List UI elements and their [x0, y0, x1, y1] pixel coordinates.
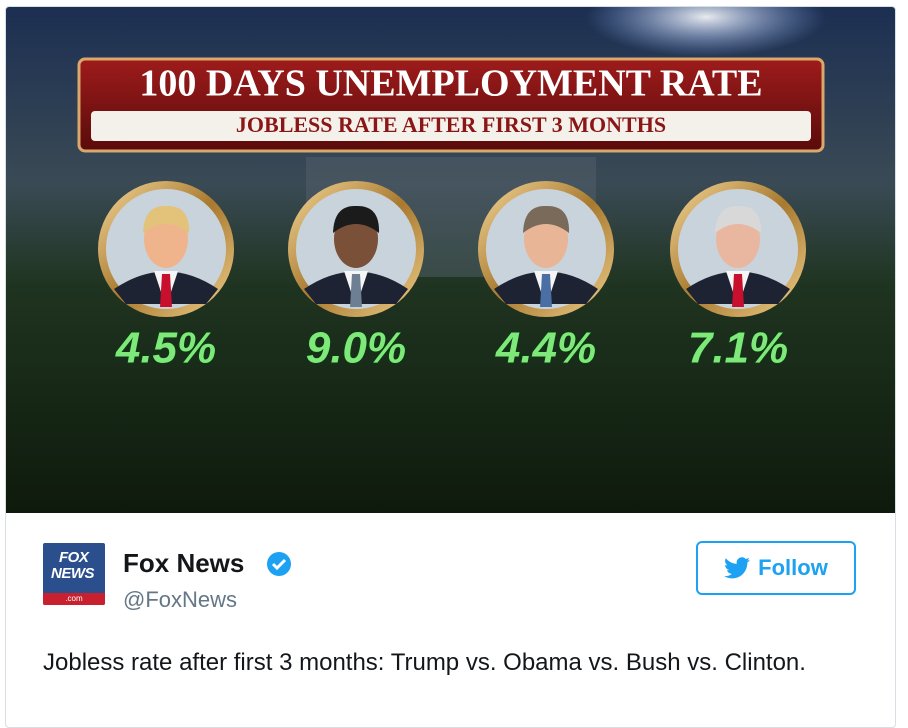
rate-value: 7.1%	[688, 324, 788, 373]
fox-news-logo[interactable]: FOX NEWS .com	[43, 543, 105, 605]
graphic-subtitle: JOBLESS RATE AFTER FIRST 3 MONTHS	[236, 112, 666, 137]
news-graphic: 100 DAYS UNEMPLOYMENT RATE JOBLESS RATE …	[6, 7, 895, 513]
portrait-tie	[732, 274, 744, 307]
portrait-tie	[160, 274, 172, 307]
portrait	[288, 181, 424, 317]
portrait-hair	[143, 205, 190, 233]
subtitle-strip	[91, 111, 811, 141]
logo-text: NEWS	[51, 565, 95, 582]
portrait-tie	[540, 274, 552, 307]
portrait	[478, 181, 614, 317]
follow-label: Follow	[758, 555, 828, 580]
account-name[interactable]: Fox News	[123, 548, 245, 578]
tweet-card: 100 DAYS UNEMPLOYMENT RATE JOBLESS RATE …	[5, 6, 896, 728]
rate-value: 9.0%	[306, 324, 406, 373]
follow-button[interactable]: Follow	[696, 541, 856, 595]
light-glow	[586, 7, 826, 57]
logo-text: FOX	[59, 549, 89, 566]
rate-value: 4.4%	[495, 324, 596, 373]
bird-icon	[724, 557, 751, 579]
portrait	[670, 181, 806, 317]
portrait	[98, 181, 234, 317]
logo-text: .com	[43, 593, 105, 605]
portrait-tie	[350, 274, 362, 307]
portrait-hair	[333, 205, 380, 233]
portrait-hair	[523, 205, 570, 233]
account-handle[interactable]: @FoxNews	[123, 587, 238, 612]
graphic-title: 100 DAYS UNEMPLOYMENT RATE	[139, 63, 762, 105]
verified-badge	[267, 552, 291, 576]
rate-value: 4.5%	[115, 324, 216, 373]
tweet-text: Jobless rate after first 3 months: Trump…	[43, 649, 806, 676]
portrait-hair	[715, 205, 762, 233]
